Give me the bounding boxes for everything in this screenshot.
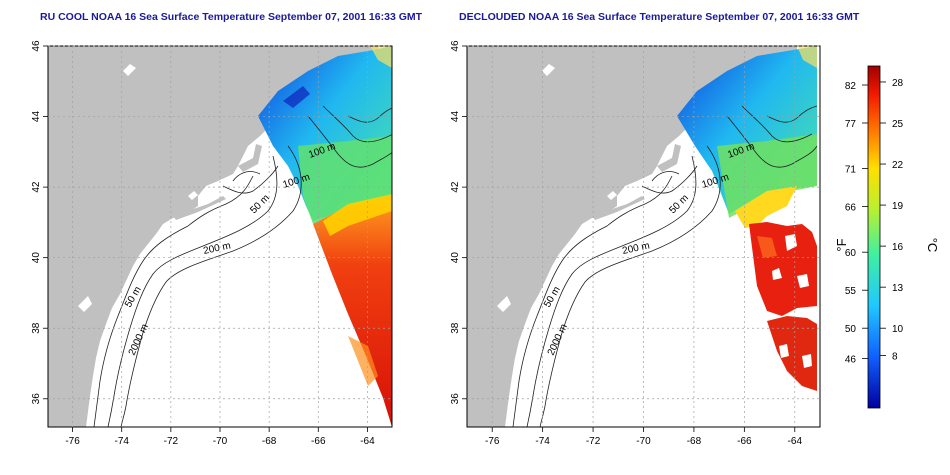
- celsius-tick-label: 8: [892, 352, 898, 363]
- lon-tick-label: -64: [788, 436, 803, 447]
- right-panel-title: DECLOUDED NOAA 16 Sea Surface Temperatur…: [459, 11, 860, 23]
- celsius-tick-label: 10: [892, 324, 904, 335]
- celsius-tick-label: 16: [892, 242, 904, 253]
- lat-tick-label: 36: [450, 393, 461, 405]
- celsius-unit-label: °C: [925, 238, 940, 253]
- lat-tick-label: 36: [31, 393, 42, 405]
- fahrenheit-unit-label: °F: [834, 238, 849, 251]
- fahrenheit-tick-label: 55: [845, 286, 857, 297]
- colorbar-fahrenheit-ticks: 82 77 71 66 60 55 50 46: [845, 81, 868, 366]
- lon-tick-label: -64: [360, 436, 375, 447]
- lat-tick-label: 46: [450, 40, 461, 52]
- lat-tick-label: 38: [450, 322, 461, 334]
- lon-tick-label: -66: [737, 436, 752, 447]
- fahrenheit-tick-label: 82: [845, 81, 857, 92]
- lon-tick-label: -68: [687, 436, 702, 447]
- fahrenheit-tick-label: 50: [845, 324, 857, 335]
- fahrenheit-tick-label: 46: [845, 355, 857, 366]
- lat-tick-label: 42: [450, 181, 461, 193]
- fahrenheit-tick-label: 71: [845, 165, 857, 176]
- temperature-colorbar: 82 77 71 66 60 55 50 46 28 25 22 19 16 13 10 8 °F °C: [834, 65, 940, 409]
- fahrenheit-tick-label: 77: [845, 119, 857, 130]
- colorbar-celsius-ticks: 28 25 22 19 16 13 10 8: [880, 78, 904, 363]
- celsius-tick-label: 19: [892, 201, 904, 212]
- lat-tick-label: 40: [450, 252, 461, 264]
- lon-tick-label: -76: [485, 436, 500, 447]
- lon-tick-label: -66: [311, 436, 326, 447]
- lon-tick-label: -74: [114, 436, 129, 447]
- sst-declouded-warm-patch-2: [767, 316, 817, 391]
- sst-declouded-green: [717, 134, 817, 218]
- left-gridlines: [48, 45, 392, 427]
- lon-tick-label: -70: [213, 436, 228, 447]
- lon-tick-label: -76: [65, 436, 80, 447]
- lat-tick-label: 42: [31, 181, 42, 193]
- lat-tick-label: 40: [31, 252, 42, 264]
- celsius-tick-label: 25: [892, 119, 904, 130]
- colorbar-gradient: [867, 65, 881, 409]
- left-panel-title: RU COOL NOAA 16 Sea Surface Temperature …: [40, 11, 423, 23]
- lat-tick-label: 44: [450, 111, 461, 123]
- celsius-tick-label: 22: [892, 160, 904, 171]
- lat-tick-label: 46: [31, 40, 42, 52]
- lat-tick-label: 44: [31, 111, 42, 123]
- lon-tick-label: -72: [164, 436, 179, 447]
- fahrenheit-tick-label: 66: [845, 203, 857, 214]
- lon-tick-label: -72: [586, 436, 601, 447]
- lon-tick-label: -70: [636, 436, 651, 447]
- left-axis-ticks: -76 -74 -72 -70 -68 -66 -64 46 44 42 40 38 36: [31, 40, 375, 447]
- sst-declouded-yellow: [735, 186, 797, 228]
- right-gridlines: [467, 45, 820, 427]
- celsius-tick-label: 13: [892, 283, 904, 294]
- right-axis-ticks: -76 -74 -72 -70 -68 -66 -64 46 44 42 40 38 36: [450, 40, 802, 447]
- fahrenheit-tick-label: 60: [845, 248, 857, 259]
- lat-tick-label: 38: [31, 322, 42, 334]
- lon-tick-label: -74: [535, 436, 550, 447]
- lon-tick-label: -68: [262, 436, 277, 447]
- celsius-tick-label: 28: [892, 78, 904, 89]
